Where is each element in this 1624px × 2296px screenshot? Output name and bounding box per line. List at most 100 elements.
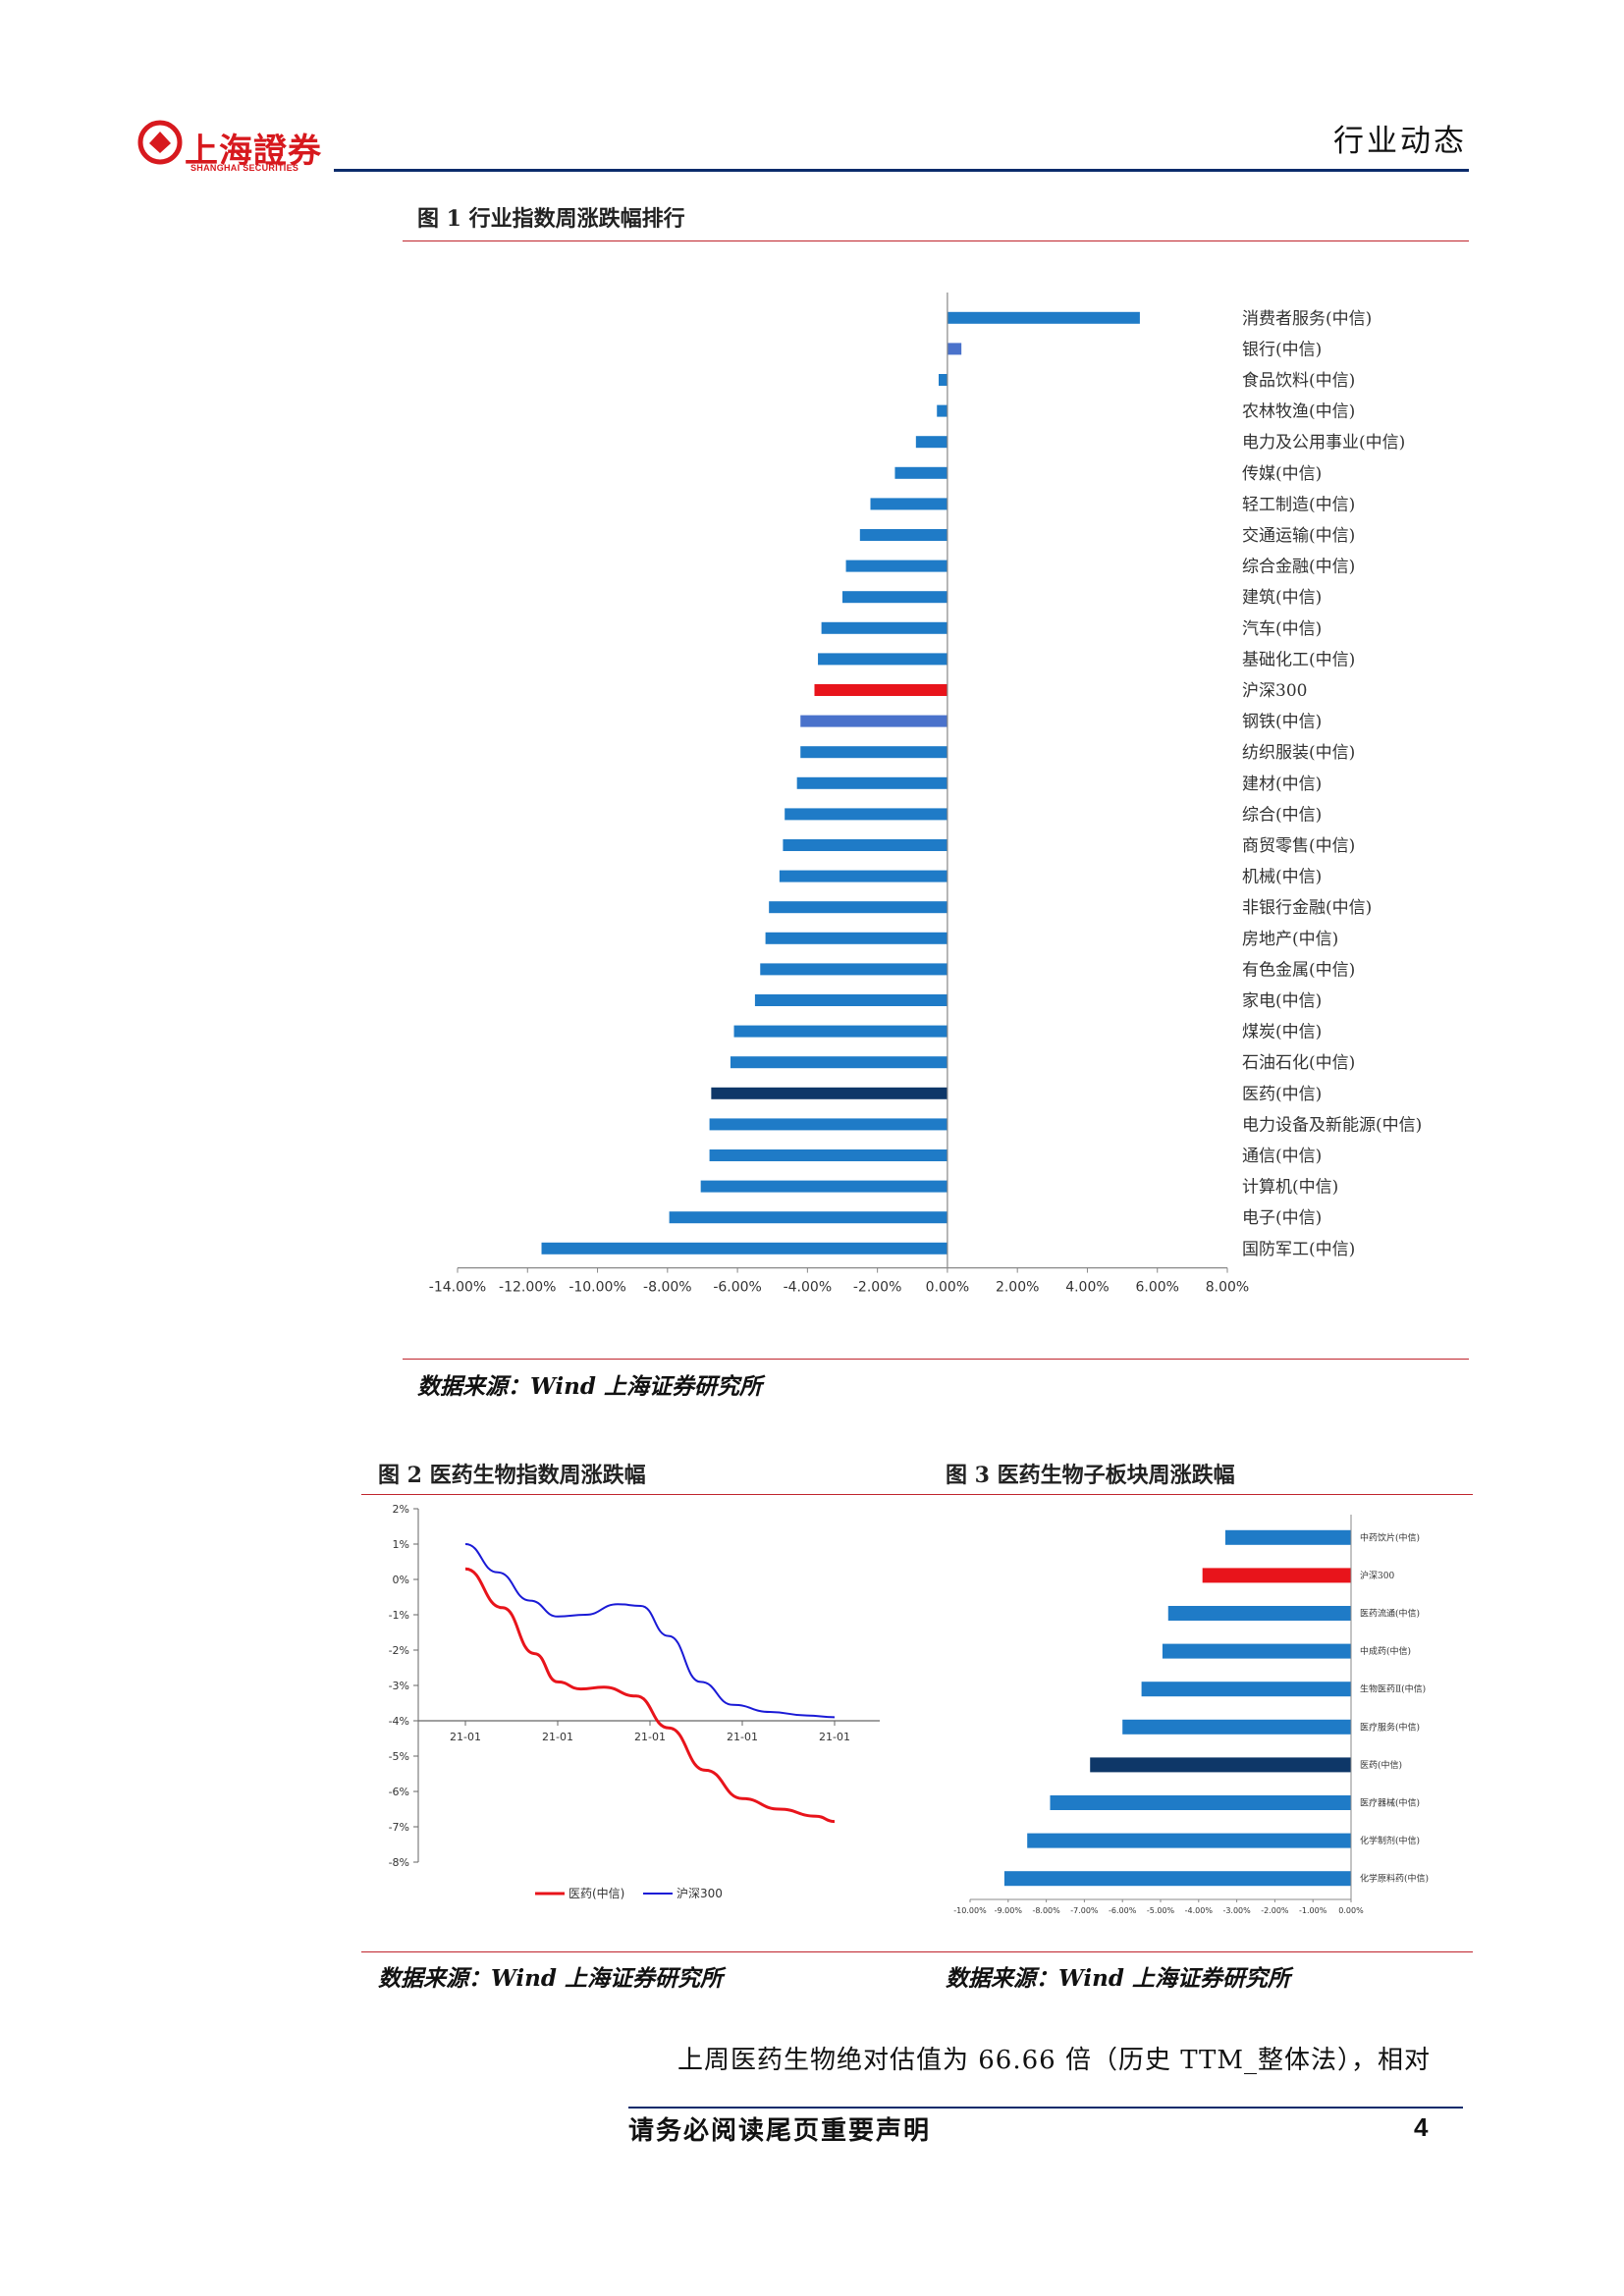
fig3-category-label: 医药流通(中信) bbox=[1360, 1608, 1420, 1620]
logo-emblem-icon bbox=[137, 120, 183, 165]
fig2-series-line bbox=[464, 1543, 836, 1719]
fig1-category-label: 消费者服务(中信) bbox=[1242, 309, 1372, 329]
fig2-y-tick-label: -5% bbox=[389, 1750, 409, 1763]
fig1-bar bbox=[711, 1087, 947, 1099]
fig1-bar bbox=[709, 1149, 947, 1161]
fig1-category-label: 基础化工(中信) bbox=[1242, 650, 1355, 669]
fig1-bar bbox=[814, 684, 947, 696]
fig1-bar bbox=[783, 839, 947, 851]
fig1-category-label: 医药(中信) bbox=[1242, 1085, 1322, 1104]
fig1-bar bbox=[730, 1056, 947, 1069]
fig3-category-label: 医药(中信) bbox=[1360, 1759, 1402, 1771]
fig2-y-tick-label: 0% bbox=[393, 1574, 409, 1586]
fig1-tick-label: -8.00% bbox=[643, 1280, 692, 1296]
fig1-bar bbox=[796, 776, 947, 789]
fig3-tick-label: -8.00% bbox=[1032, 1906, 1060, 1915]
fig1-category-label: 综合(中信) bbox=[1242, 805, 1322, 825]
fig3-category-label: 医疗服务(中信) bbox=[1360, 1721, 1420, 1733]
fig3-bar bbox=[1027, 1833, 1351, 1848]
fig1-category-label: 国防军工(中信) bbox=[1242, 1240, 1355, 1259]
fig3-bar bbox=[1202, 1568, 1351, 1583]
fig1-category-label: 农林牧渔(中信) bbox=[1242, 402, 1355, 422]
fig1-bar bbox=[947, 343, 962, 355]
figure2-top-rule bbox=[361, 1494, 1473, 1495]
fig2-y-tick-label: -4% bbox=[389, 1715, 409, 1728]
fig3-bar bbox=[1090, 1757, 1351, 1773]
fig1-tick-label: -10.00% bbox=[568, 1280, 625, 1296]
fig1-category-label: 家电(中信) bbox=[1242, 991, 1322, 1011]
fig1-bar bbox=[870, 498, 947, 510]
fig1-bar bbox=[915, 436, 947, 449]
fig3-bar bbox=[1141, 1682, 1351, 1697]
fig1-category-label: 银行(中信) bbox=[1242, 340, 1322, 359]
fig1-bar bbox=[700, 1180, 947, 1193]
fig1-category-label: 电力及公用事业(中信) bbox=[1242, 433, 1405, 453]
fig1-tick-label: -4.00% bbox=[784, 1280, 833, 1296]
fig3-tick-label: -5.00% bbox=[1147, 1906, 1175, 1915]
fig3-category-label: 生物医药Ⅱ(中信) bbox=[1360, 1683, 1426, 1695]
fig1-category-label: 商贸零售(中信) bbox=[1242, 836, 1355, 856]
fig1-bar bbox=[733, 1025, 947, 1038]
fig1-bar bbox=[939, 374, 947, 386]
fig1-category-label: 房地产(中信) bbox=[1242, 930, 1338, 949]
fig2-x-tick-label: 21-01 bbox=[450, 1731, 481, 1743]
fig3-tick-label: -10.00% bbox=[953, 1906, 987, 1915]
logo-english-name: SHANGHAI SECURITIES bbox=[190, 163, 299, 173]
fig1-bar bbox=[765, 932, 947, 944]
fig1-tick-label: 8.00% bbox=[1206, 1280, 1249, 1296]
fig1-category-label: 综合金融(中信) bbox=[1242, 558, 1355, 577]
fig1-category-label: 电子(中信) bbox=[1242, 1208, 1322, 1228]
figure2-title: 图 2 医药生物指数周涨跌幅 bbox=[378, 1463, 646, 1488]
fig2-y-tick-label: -1% bbox=[389, 1609, 409, 1622]
figure1-chart: 消费者服务(中信) 银行(中信) 食品饮料(中信) 农林牧渔(中信) 电力及公用事业(中… bbox=[429, 293, 1422, 1296]
fig1-category-label: 汽车(中信) bbox=[1242, 619, 1322, 639]
fig2-y-tick-label: 1% bbox=[393, 1538, 409, 1551]
fig1-bar bbox=[785, 808, 947, 821]
fig1-category-label: 纺织服装(中信) bbox=[1242, 743, 1355, 763]
figure1-bottom-rule bbox=[403, 1359, 1469, 1360]
fig1-tick-label: -6.00% bbox=[713, 1280, 762, 1296]
fig3-bar bbox=[1167, 1606, 1351, 1621]
fig3-bar bbox=[1122, 1719, 1351, 1735]
footer-disclaimer: 请务必阅读尾页重要声明 bbox=[628, 2116, 932, 2146]
fig3-tick-label: -9.00% bbox=[995, 1906, 1023, 1915]
fig3-category-label: 中药饮片(中信) bbox=[1360, 1531, 1420, 1543]
fig1-category-label: 有色金属(中信) bbox=[1242, 960, 1355, 980]
fig1-bar bbox=[669, 1211, 947, 1224]
fig2-y-tick-label: 2% bbox=[393, 1503, 409, 1516]
fig3-bar bbox=[1162, 1643, 1351, 1659]
fig1-category-label: 电力设备及新能源(中信) bbox=[1242, 1115, 1422, 1135]
fig1-tick-label: 6.00% bbox=[1135, 1280, 1178, 1296]
fig1-bar bbox=[709, 1118, 947, 1131]
fig2-x-tick-label: 21-01 bbox=[727, 1731, 758, 1743]
fig1-tick-label: 4.00% bbox=[1065, 1280, 1109, 1296]
fig2-series-line bbox=[464, 1567, 836, 1824]
fig1-tick-label: -2.00% bbox=[853, 1280, 902, 1296]
fig2-y-tick-label: -6% bbox=[389, 1786, 409, 1798]
fig3-bar bbox=[1224, 1529, 1351, 1545]
fig1-category-label: 传媒(中信) bbox=[1242, 464, 1322, 484]
fig1-category-label: 食品饮料(中信) bbox=[1242, 371, 1355, 391]
fig1-bar bbox=[779, 870, 947, 882]
figure1-source: 数据来源：Wind 上海证券研究所 bbox=[417, 1373, 762, 1400]
fig3-bar bbox=[1003, 1871, 1351, 1887]
fig1-bar bbox=[842, 591, 947, 604]
fig1-bar bbox=[800, 746, 947, 759]
fig1-category-label: 沪深300 bbox=[1242, 681, 1307, 701]
fig3-tick-label: -2.00% bbox=[1261, 1906, 1289, 1915]
fig1-category-label: 机械(中信) bbox=[1242, 868, 1322, 887]
footer-divider bbox=[628, 2107, 1463, 2109]
fig1-bar bbox=[821, 621, 947, 634]
fig1-bar bbox=[947, 311, 1140, 324]
fig3-tick-label: -1.00% bbox=[1299, 1906, 1327, 1915]
page-number: 4 bbox=[1414, 2112, 1429, 2142]
fig3-category-label: 医疗器械(中信) bbox=[1360, 1797, 1420, 1809]
fig2-y-tick-label: -8% bbox=[389, 1856, 409, 1869]
fig1-bar bbox=[769, 901, 947, 914]
fig2-x-tick-label: 21-01 bbox=[634, 1731, 666, 1743]
fig1-category-label: 煤炭(中信) bbox=[1242, 1023, 1322, 1042]
fig3-category-label: 沪深300 bbox=[1360, 1570, 1394, 1581]
fig1-category-label: 石油石化(中信) bbox=[1242, 1053, 1355, 1073]
fig3-bar bbox=[1050, 1795, 1351, 1810]
fig1-bar bbox=[800, 715, 947, 727]
